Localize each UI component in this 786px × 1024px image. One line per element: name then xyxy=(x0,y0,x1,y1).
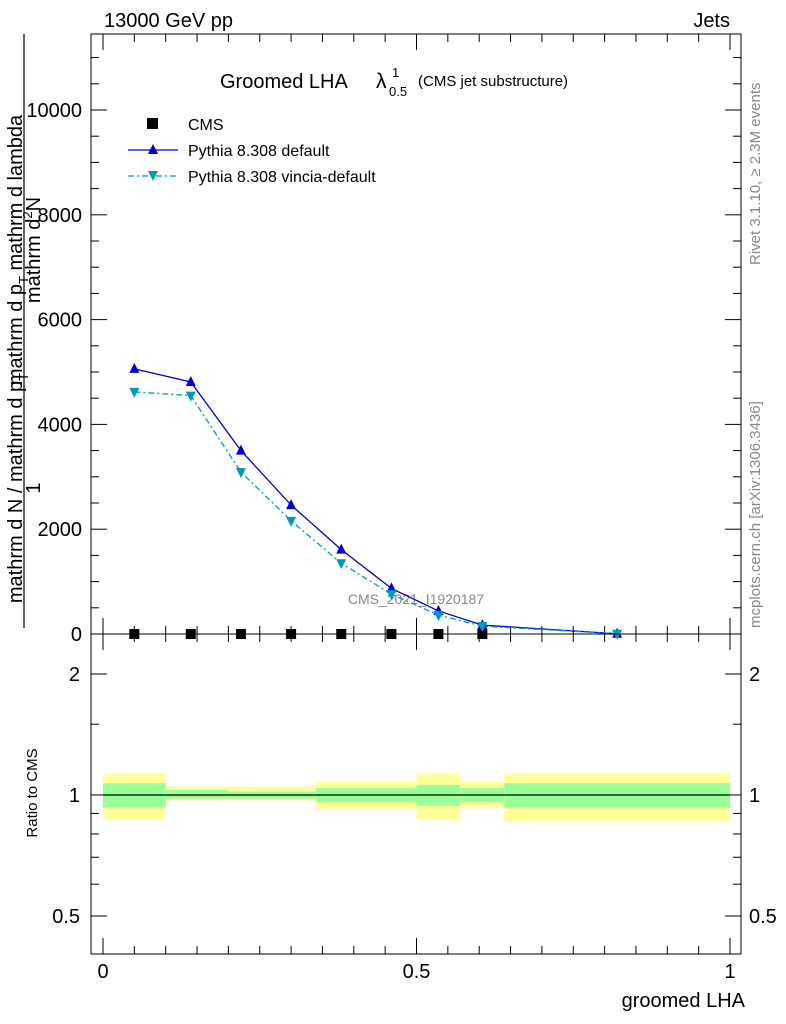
ratio-tick-labels: 0.5 0.5 1 1 2 2 0 0.5 1 xyxy=(52,664,777,983)
ylabel-prefix-denominator: mathrm d N / mathrm d pT xyxy=(5,373,31,603)
y-tick-label: 8000 xyxy=(38,205,83,227)
category-label: Jets xyxy=(693,10,730,32)
pythia-vincia-point xyxy=(386,590,397,601)
y-tick-label: 4000 xyxy=(38,414,83,436)
ratio-y-tick-label-right: 2 xyxy=(749,664,760,686)
ylabel-prefix-numerator: 1 xyxy=(23,482,45,493)
legend-label-default: Pythia 8.308 default xyxy=(188,143,330,160)
title-symbol: λ xyxy=(376,70,387,93)
pythia-vincia-point xyxy=(612,629,623,640)
title-superscript: 1 xyxy=(392,65,399,80)
ratio-y-tick-label-left: 1 xyxy=(69,785,80,807)
ratio-bands xyxy=(103,773,730,822)
legend-label-cms: CMS xyxy=(188,117,224,134)
legend-label-vincia: Pythia 8.308 vincia-default xyxy=(188,169,376,186)
pythia-default-point xyxy=(235,444,246,455)
energy-label: 13000 GeV pp xyxy=(104,10,233,32)
main-y-axis-label: mathrm d2N 1 mathrm d pT mathrm d lambda… xyxy=(5,34,45,628)
chart-title: Groomed LHA xyxy=(220,71,348,93)
pythia-vincia-point xyxy=(286,516,297,527)
pythia-vincia-point xyxy=(477,622,488,633)
pythia-vincia-point xyxy=(235,468,246,479)
x-tick-label: 0 xyxy=(97,961,108,983)
y-tick-label: 2000 xyxy=(38,519,83,541)
ratio-y-tick-label-left: 2 xyxy=(69,664,80,686)
mcplots-label: mcplots.cern.ch [arXiv:1306.3436] xyxy=(747,401,764,628)
y-tick-label: 6000 xyxy=(38,310,83,332)
ratio-y-axis-label: Ratio to CMS xyxy=(24,748,41,837)
y-tick-label: 0 xyxy=(71,624,82,646)
pythia-default-point xyxy=(185,375,196,386)
main-tick-labels: 0 2000 4000 6000 8000 10000 xyxy=(26,100,82,646)
x-axis-label: groomed LHA xyxy=(622,990,746,1012)
legend: CMS Pythia 8.308 default Pythia 8.308 vi… xyxy=(128,117,376,186)
pythia-vincia-point xyxy=(433,611,444,622)
ratio-axis-ticks xyxy=(91,634,741,954)
pythia-vincia-point xyxy=(185,391,196,402)
pythia-default-point xyxy=(336,543,347,554)
title-note: (CMS jet substructure) xyxy=(418,73,568,90)
ratio-y-tick-label-right: 1 xyxy=(749,785,760,807)
pythia-default-point xyxy=(129,362,140,373)
y-tick-label: 10000 xyxy=(26,100,82,122)
ratio-y-tick-label-right: 0.5 xyxy=(749,906,777,928)
x-tick-label: 0.5 xyxy=(403,961,431,983)
ylabel-numerator: mathrm d2N xyxy=(20,197,45,303)
main-panel: 0 2000 4000 6000 8000 10000 CMS_2021_I1920187… xyxy=(26,33,742,646)
legend-marker-vincia xyxy=(148,171,158,181)
ylabel-denominator: mathrm d pT mathrm d lambda xyxy=(5,114,31,385)
x-tick-label: 1 xyxy=(724,961,735,983)
ratio-panel: 0.5 0.5 1 1 2 2 0 0.5 1 Ratio to CMS groomed LHA xyxy=(24,633,777,1012)
ratio-band-inner xyxy=(165,789,229,799)
pythia-vincia-point xyxy=(336,559,347,570)
analysis-watermark: CMS_2021_I1920187 xyxy=(348,591,484,607)
legend-marker-default xyxy=(148,144,158,154)
pythia-vincia-point xyxy=(129,387,140,398)
pythia-default-point xyxy=(386,582,397,593)
title-subscript: 0.5 xyxy=(389,84,407,99)
rivet-label: Rivet 3.1.10, ≥ 2.3M events xyxy=(747,83,764,266)
main-axis-ticks xyxy=(91,34,741,635)
chart-title-text: Groomed LHA xyxy=(220,71,348,93)
legend-marker-cms xyxy=(147,118,158,129)
pythia-default-point xyxy=(286,499,297,510)
ratio-y-tick-label-left: 0.5 xyxy=(52,906,80,928)
